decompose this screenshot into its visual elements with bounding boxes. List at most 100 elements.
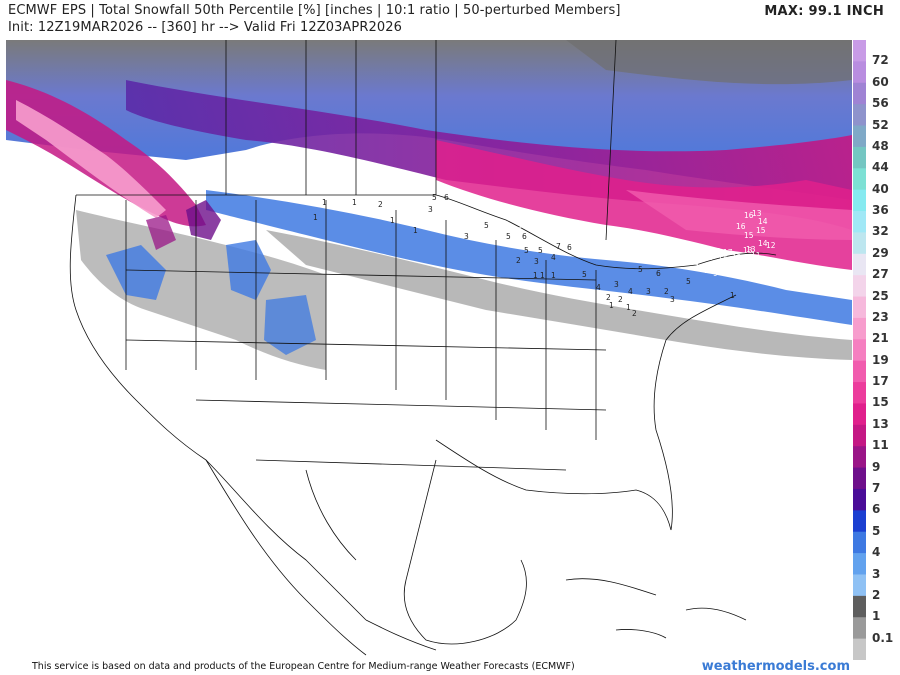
snowfall-value-label: 13 — [556, 221, 566, 230]
colorbar-swatch — [853, 574, 866, 597]
colorbar-swatch — [853, 638, 866, 660]
colorbar-swatch — [853, 296, 866, 319]
colorbar-label: 15 — [872, 395, 889, 410]
snowfall-value-label: 1 — [352, 198, 357, 207]
snowfall-value-label: 1 — [413, 226, 418, 235]
colorbar — [853, 40, 866, 660]
snowfall-value-label: 12 — [766, 241, 776, 250]
colorbar-label: 1 — [872, 609, 881, 624]
snowfall-value-label: 18 — [679, 253, 689, 262]
colorbar-label: 72 — [872, 53, 889, 68]
snowfall-value-label: 7 — [556, 242, 561, 251]
snowfall-value-label: 12 — [542, 221, 552, 230]
colorbar-swatch — [853, 510, 866, 533]
snowfall-value-label: 1 — [626, 303, 631, 312]
colorbar-label: 11 — [872, 438, 889, 453]
map-title: ECMWF EPS | Total Snowfall 50th Percenti… — [8, 3, 621, 18]
snowfall-value-label: 15 — [756, 226, 766, 235]
colorbar-label: 25 — [872, 288, 889, 303]
colorbar-label: 44 — [872, 160, 889, 175]
colorbar-label: 36 — [872, 203, 889, 217]
snowfall-value-label: 5 — [638, 265, 643, 274]
colorbar-label: 2 — [872, 587, 881, 602]
snowfall-value-label: 14 — [758, 217, 768, 226]
colorbar-label: 7 — [872, 481, 881, 495]
colorbar-swatch — [853, 189, 866, 212]
max-value-label: MAX: 99.1 INCH — [764, 4, 884, 19]
colorbar-swatch — [853, 360, 866, 383]
colorbar-label: 21 — [872, 331, 889, 346]
snowfall-value-label: 12 — [694, 250, 704, 259]
snowfall-value-label: 5 — [484, 221, 489, 230]
colorbar-swatch — [853, 232, 866, 255]
snowfall-value-label: 1 — [551, 271, 556, 280]
snowfall-value-label: 4 — [596, 283, 601, 292]
snowfall-value-label: 1 — [609, 301, 614, 310]
snowfall-value-label: 3 — [428, 205, 433, 214]
colorbar-label: 9 — [872, 459, 881, 474]
colorbar-swatch — [853, 253, 866, 276]
colorbar-label: 23 — [872, 309, 889, 324]
snowfall-value-label: 5 — [538, 246, 543, 255]
snowfall-value-label: 9 — [552, 235, 557, 244]
colorbar-swatch — [853, 275, 866, 298]
snowfall-value-label: 15 — [671, 244, 681, 253]
snowfall-value-label: 15 — [744, 231, 754, 240]
colorbar-swatch — [853, 467, 866, 490]
colorbar-label: 17 — [872, 374, 889, 389]
colorbar-label: 60 — [872, 74, 889, 89]
colorbar-label: 4 — [872, 545, 881, 560]
snowfall-value-label: 2 — [378, 200, 383, 209]
snowfall-map: 1 1 2 1 3 5 6 1 1 10 9 12 13 5 3 5 6 9 7 6 5 5 4 3 2 1 1 1 5 6 4 3 2 5 1 1 2… — [6, 39, 852, 658]
snowfall-value-label: 3 — [646, 287, 651, 296]
colorbar-swatch — [853, 446, 866, 469]
snowfall-value-label: 1 — [322, 198, 327, 207]
snowfall-value-label: 5 — [432, 193, 437, 202]
colorbar-swatch — [853, 617, 866, 640]
snowfall-value-label: 1 — [533, 271, 538, 280]
colorbar-swatch — [853, 40, 866, 62]
snowfall-value-label: 6 — [522, 232, 527, 241]
snowfall-value-label: 10 — [506, 211, 516, 220]
snowfall-value-label: 2 — [632, 309, 637, 318]
snowfall-value-label: 5 — [524, 246, 529, 255]
snowfall-value-label: 2 — [606, 293, 611, 302]
colorbar-swatch — [853, 382, 866, 404]
colorbar-label: 13 — [872, 416, 889, 431]
snowfall-value-label: 2 — [516, 256, 521, 265]
colorbar-label: 0.1 — [872, 630, 894, 645]
colorbar-swatch — [853, 104, 866, 127]
colorbar-label: 29 — [872, 245, 889, 260]
snowfall-shading — [6, 40, 852, 370]
snowfall-value-label: 11 — [704, 266, 714, 275]
brand-link[interactable]: weathermodels.com — [701, 659, 850, 674]
colorbar-swatch — [853, 61, 866, 84]
colorbar-label: 40 — [872, 181, 889, 196]
footer-disclaimer: This service is based on data and produc… — [32, 661, 575, 672]
snowfall-value-label: 3 — [670, 295, 675, 304]
colorbar-swatch — [853, 82, 866, 105]
colorbar-swatch — [853, 553, 866, 575]
snowfall-value-label: 15 — [711, 247, 721, 256]
colorbar-swatch — [853, 595, 866, 618]
snowfall-value-label: 3 — [534, 257, 539, 266]
colorbar-swatch — [853, 317, 866, 340]
colorbar-label: 3 — [872, 566, 881, 581]
colorbar-swatch — [853, 168, 866, 191]
snowfall-value-label: 5 — [582, 270, 587, 279]
snowfall-value-label: 12 — [732, 253, 742, 262]
snowfall-value-label: 5 — [686, 277, 691, 286]
snowfall-value-label: 14 — [758, 239, 768, 248]
snowfall-value-label: 3 — [614, 280, 619, 289]
colorbar-swatch — [853, 211, 866, 233]
colorbar-label: 5 — [872, 523, 881, 538]
colorbar-label: 19 — [872, 352, 889, 367]
snowfall-value-label: 14 — [718, 254, 728, 263]
snowfall-value-label: 4 — [628, 287, 633, 296]
colorbar-label: 52 — [872, 117, 889, 132]
snowfall-value-label: 12 — [695, 263, 705, 272]
colorbar-swatch — [853, 403, 866, 426]
colorbar-swatch — [853, 488, 866, 511]
